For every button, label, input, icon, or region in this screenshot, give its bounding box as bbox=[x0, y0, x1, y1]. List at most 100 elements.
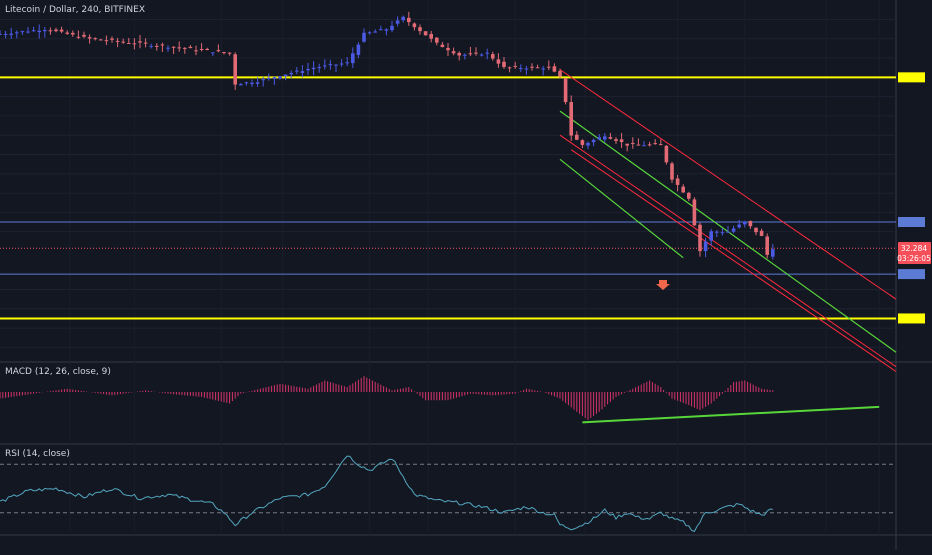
candle-body bbox=[631, 142, 635, 144]
candle-body bbox=[59, 29, 64, 32]
red-channel-line bbox=[559, 134, 897, 368]
candle-body bbox=[642, 145, 646, 147]
candle-body bbox=[737, 224, 741, 228]
candle-body bbox=[474, 52, 478, 54]
candle-body bbox=[283, 74, 288, 77]
candle-body bbox=[558, 71, 562, 77]
candle-body bbox=[43, 29, 47, 32]
candle-body bbox=[446, 47, 450, 51]
candle-body bbox=[524, 68, 529, 70]
last-price-label: 32.284 bbox=[901, 244, 927, 253]
candle-body bbox=[93, 38, 97, 40]
candle-body bbox=[759, 230, 764, 236]
candle-body bbox=[395, 20, 400, 24]
candle-body bbox=[709, 231, 713, 241]
green-trend-line bbox=[559, 158, 684, 259]
countdown-label: 03:26:05 bbox=[897, 254, 931, 263]
candle-body bbox=[54, 29, 58, 32]
candle-body bbox=[502, 61, 506, 68]
candle-body bbox=[603, 136, 607, 140]
candle-body bbox=[211, 52, 215, 54]
candle-body bbox=[647, 144, 652, 146]
candle-body bbox=[255, 82, 260, 84]
candle-body bbox=[289, 72, 293, 75]
candle-body bbox=[367, 32, 372, 34]
candle-body bbox=[188, 46, 193, 49]
candle-body bbox=[99, 39, 103, 41]
candle-body bbox=[479, 54, 484, 56]
candle-body bbox=[20, 31, 25, 33]
candle-body bbox=[261, 79, 265, 81]
candle-body bbox=[71, 32, 75, 35]
candle-body bbox=[328, 64, 333, 66]
candle-body bbox=[127, 42, 131, 44]
candle-body bbox=[205, 48, 209, 51]
candle-body bbox=[373, 31, 377, 33]
candle-body bbox=[76, 36, 81, 38]
candle-body bbox=[356, 44, 361, 55]
candle-body bbox=[552, 66, 557, 72]
candle-body bbox=[267, 77, 271, 79]
candle-body bbox=[670, 163, 674, 180]
rsi-line bbox=[0, 455, 773, 533]
candle-body bbox=[149, 45, 153, 47]
candle-body bbox=[726, 231, 730, 233]
candle-body bbox=[569, 102, 573, 136]
candle-body bbox=[351, 53, 355, 64]
candle-body bbox=[155, 45, 159, 47]
candle-body bbox=[675, 178, 680, 185]
candle-body bbox=[171, 46, 176, 48]
candle-body bbox=[295, 70, 299, 72]
candle-body bbox=[440, 44, 445, 48]
candle-body bbox=[233, 54, 237, 85]
candle-body bbox=[306, 68, 310, 71]
candle-body bbox=[26, 31, 30, 33]
candle-body bbox=[339, 63, 344, 65]
red-channel-line bbox=[570, 149, 897, 372]
chart-title: Litecoin / Dollar, 240, BITFINEX bbox=[5, 5, 145, 15]
candle-body bbox=[0, 33, 2, 35]
candle-body bbox=[692, 199, 697, 226]
candle-body bbox=[591, 139, 596, 143]
red-channel-line bbox=[559, 69, 897, 300]
candle-body bbox=[160, 44, 165, 46]
candle-body bbox=[535, 67, 540, 69]
candle-body bbox=[457, 52, 461, 56]
rsi-label: RSI (14, close) bbox=[5, 449, 70, 459]
candle-body bbox=[166, 47, 170, 49]
down-arrow-icon bbox=[656, 280, 670, 290]
candle-body bbox=[608, 137, 613, 139]
candle-body bbox=[227, 52, 232, 54]
level-tag bbox=[898, 72, 925, 83]
candle-body bbox=[463, 54, 467, 56]
candle-body bbox=[82, 34, 86, 37]
candle-body bbox=[423, 31, 428, 36]
candle-body bbox=[435, 37, 439, 43]
candle-body bbox=[216, 50, 221, 52]
candle-body bbox=[681, 186, 685, 193]
candle-body bbox=[311, 67, 316, 70]
candle-body bbox=[104, 40, 109, 42]
candle-body bbox=[491, 54, 495, 59]
candle-body bbox=[625, 143, 629, 146]
candle-body bbox=[115, 40, 120, 42]
candle-body bbox=[407, 17, 411, 23]
candle-body bbox=[300, 71, 305, 74]
candle-body bbox=[771, 249, 775, 257]
level-tag bbox=[898, 313, 925, 324]
candle-body bbox=[3, 33, 8, 35]
candle-body bbox=[390, 25, 394, 31]
candle-body bbox=[199, 48, 204, 50]
candle-body bbox=[250, 82, 254, 85]
candle-body bbox=[132, 43, 137, 45]
candle-body bbox=[580, 140, 585, 145]
candle-body bbox=[496, 59, 501, 64]
candle-body bbox=[720, 232, 725, 234]
candle-body bbox=[244, 82, 249, 84]
level-tag bbox=[898, 269, 925, 280]
candle-body bbox=[597, 137, 601, 140]
candle-body bbox=[138, 41, 142, 43]
candle-body bbox=[121, 41, 125, 43]
